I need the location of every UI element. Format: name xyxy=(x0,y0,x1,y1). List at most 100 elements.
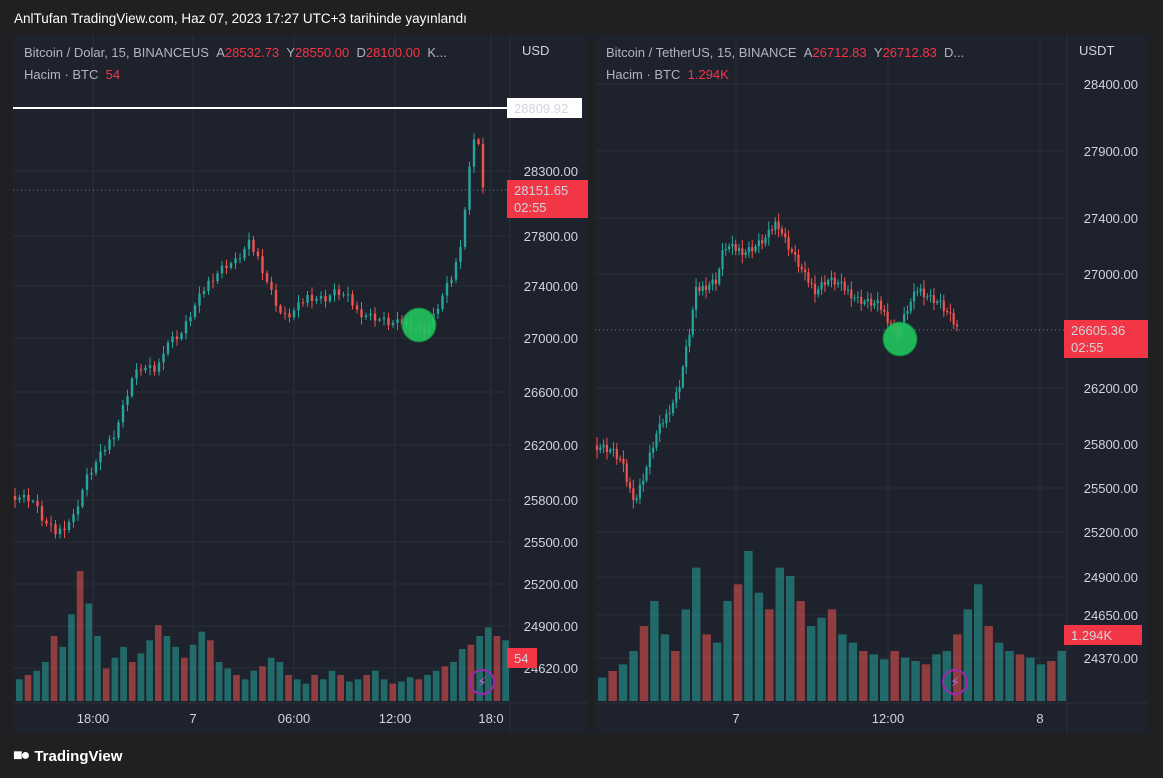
candle-body xyxy=(909,301,912,312)
candle-body xyxy=(459,246,462,262)
candle-body xyxy=(830,277,833,281)
lightning-icon[interactable]: ⚡ xyxy=(469,669,495,695)
volume-bar xyxy=(608,671,617,701)
candle-body xyxy=(18,497,21,500)
candle-body xyxy=(655,433,658,448)
candle-body xyxy=(463,209,467,247)
candle-body xyxy=(166,342,170,354)
last-price-badge xyxy=(1064,320,1148,358)
candle-body xyxy=(355,305,359,310)
candle-body xyxy=(153,365,156,372)
candle-body xyxy=(784,233,787,238)
candle-body xyxy=(952,313,955,325)
candle-body xyxy=(261,256,264,274)
candle-body xyxy=(58,528,62,535)
candle-body xyxy=(681,366,684,388)
last-price-value: 28151.65 xyxy=(514,183,568,198)
candle-body xyxy=(270,281,273,290)
chart-panel-binance[interactable]: USDT 28400.00 27900.00 27400.00 27000.00 2620… xyxy=(595,35,1148,733)
x-tick-label: 06:00 xyxy=(278,711,311,726)
y-tick-label: 24650.00 xyxy=(1084,608,1138,623)
volume-bar xyxy=(932,654,941,701)
high-label: Y xyxy=(286,45,296,60)
candle-body xyxy=(850,289,853,299)
volume-bar xyxy=(250,670,258,701)
candle-body xyxy=(615,449,618,459)
candle-body xyxy=(688,334,691,347)
volume-bar xyxy=(692,567,701,701)
candle-body xyxy=(31,501,35,503)
volume-bar xyxy=(172,646,179,701)
tradingview-logo[interactable]: ■● TradingView xyxy=(13,747,122,765)
candle-body xyxy=(718,269,721,284)
candle-body xyxy=(216,273,219,282)
candle-body xyxy=(373,313,377,321)
candle-body xyxy=(126,396,129,405)
candle-body xyxy=(642,480,645,485)
candle-body xyxy=(734,244,737,251)
candle-body xyxy=(675,392,678,403)
low-label: D... xyxy=(944,45,965,60)
candle-body xyxy=(638,484,642,499)
candle-body xyxy=(886,311,889,324)
candle-body xyxy=(135,369,138,379)
volume-bar xyxy=(68,614,75,701)
symbol-legend-1: Bitcoin / Dolar, 15, BINANCEUS A28532.73… xyxy=(24,45,447,60)
y-tick-label: 26200.00 xyxy=(1084,381,1138,396)
lightning-icon-ring xyxy=(942,669,968,695)
volume-bar xyxy=(660,634,670,701)
volume-bar xyxy=(775,567,784,701)
candle-body xyxy=(391,322,395,326)
volume-label: Hacim · BTC xyxy=(606,67,681,82)
volume-bar xyxy=(712,642,722,701)
lightning-icon[interactable]: ⚡ xyxy=(942,669,968,695)
open-value: 26712.83 xyxy=(812,45,867,60)
volume-bar xyxy=(319,679,327,701)
volume-badge xyxy=(507,648,537,668)
candle-body xyxy=(175,336,179,340)
volume-bar xyxy=(1036,664,1046,701)
volume-bar xyxy=(293,679,301,701)
candle-body xyxy=(229,263,233,268)
candle-body xyxy=(698,286,701,291)
volume-badge-value: 1.294K xyxy=(1071,628,1113,643)
candle-body xyxy=(711,279,714,285)
x-tick-label: 18:00 xyxy=(77,711,110,726)
candle-body xyxy=(945,311,949,313)
chart-canvas-2[interactable]: USDT 28400.00 27900.00 27400.00 27000.00 2620… xyxy=(595,35,1148,733)
candle-body xyxy=(477,139,480,144)
volume-bar xyxy=(59,646,67,701)
symbol-legend-2: Bitcoin / TetherUS, 15, BINANCE A26712.8… xyxy=(606,45,964,60)
chart-panel-binanceus[interactable]: USD 28300.00 27800.00 27400.00 27000.00 26600… xyxy=(13,35,588,733)
publish-caption: AnlTufan TradingView.com, Haz 07, 2023 1… xyxy=(14,11,467,26)
candle-body xyxy=(870,298,873,306)
candle-body xyxy=(803,269,807,273)
candle-body xyxy=(764,237,767,244)
candle-body xyxy=(595,445,599,450)
candle-body xyxy=(112,437,116,440)
y-tick-label: 27400.00 xyxy=(524,279,578,294)
volume-bar xyxy=(921,664,931,701)
open-label: A xyxy=(216,45,225,60)
candle-body xyxy=(919,288,922,292)
horizontal-line-value: 28809.92 xyxy=(514,101,568,116)
candle-body xyxy=(609,449,612,453)
currency-label: USDT xyxy=(1079,43,1114,58)
candle-body xyxy=(622,458,625,464)
candle-body xyxy=(445,283,449,296)
candle-body xyxy=(906,311,909,315)
candle-body xyxy=(211,280,215,282)
candle-body xyxy=(193,305,197,317)
candle-body xyxy=(754,246,757,252)
volume-label: Hacim · BTC xyxy=(24,67,99,82)
chart-canvas-1[interactable]: USD 28300.00 27800.00 27400.00 27000.00 26600… xyxy=(13,35,588,733)
candle-body xyxy=(315,298,318,301)
highlight-marker-circle xyxy=(401,307,437,343)
candle-body xyxy=(306,294,309,303)
candle-body xyxy=(721,250,724,270)
candle-body xyxy=(955,324,959,327)
candle-body xyxy=(436,308,440,314)
candle-body xyxy=(369,313,372,316)
candle-body xyxy=(787,237,790,250)
candle-body xyxy=(189,316,192,322)
